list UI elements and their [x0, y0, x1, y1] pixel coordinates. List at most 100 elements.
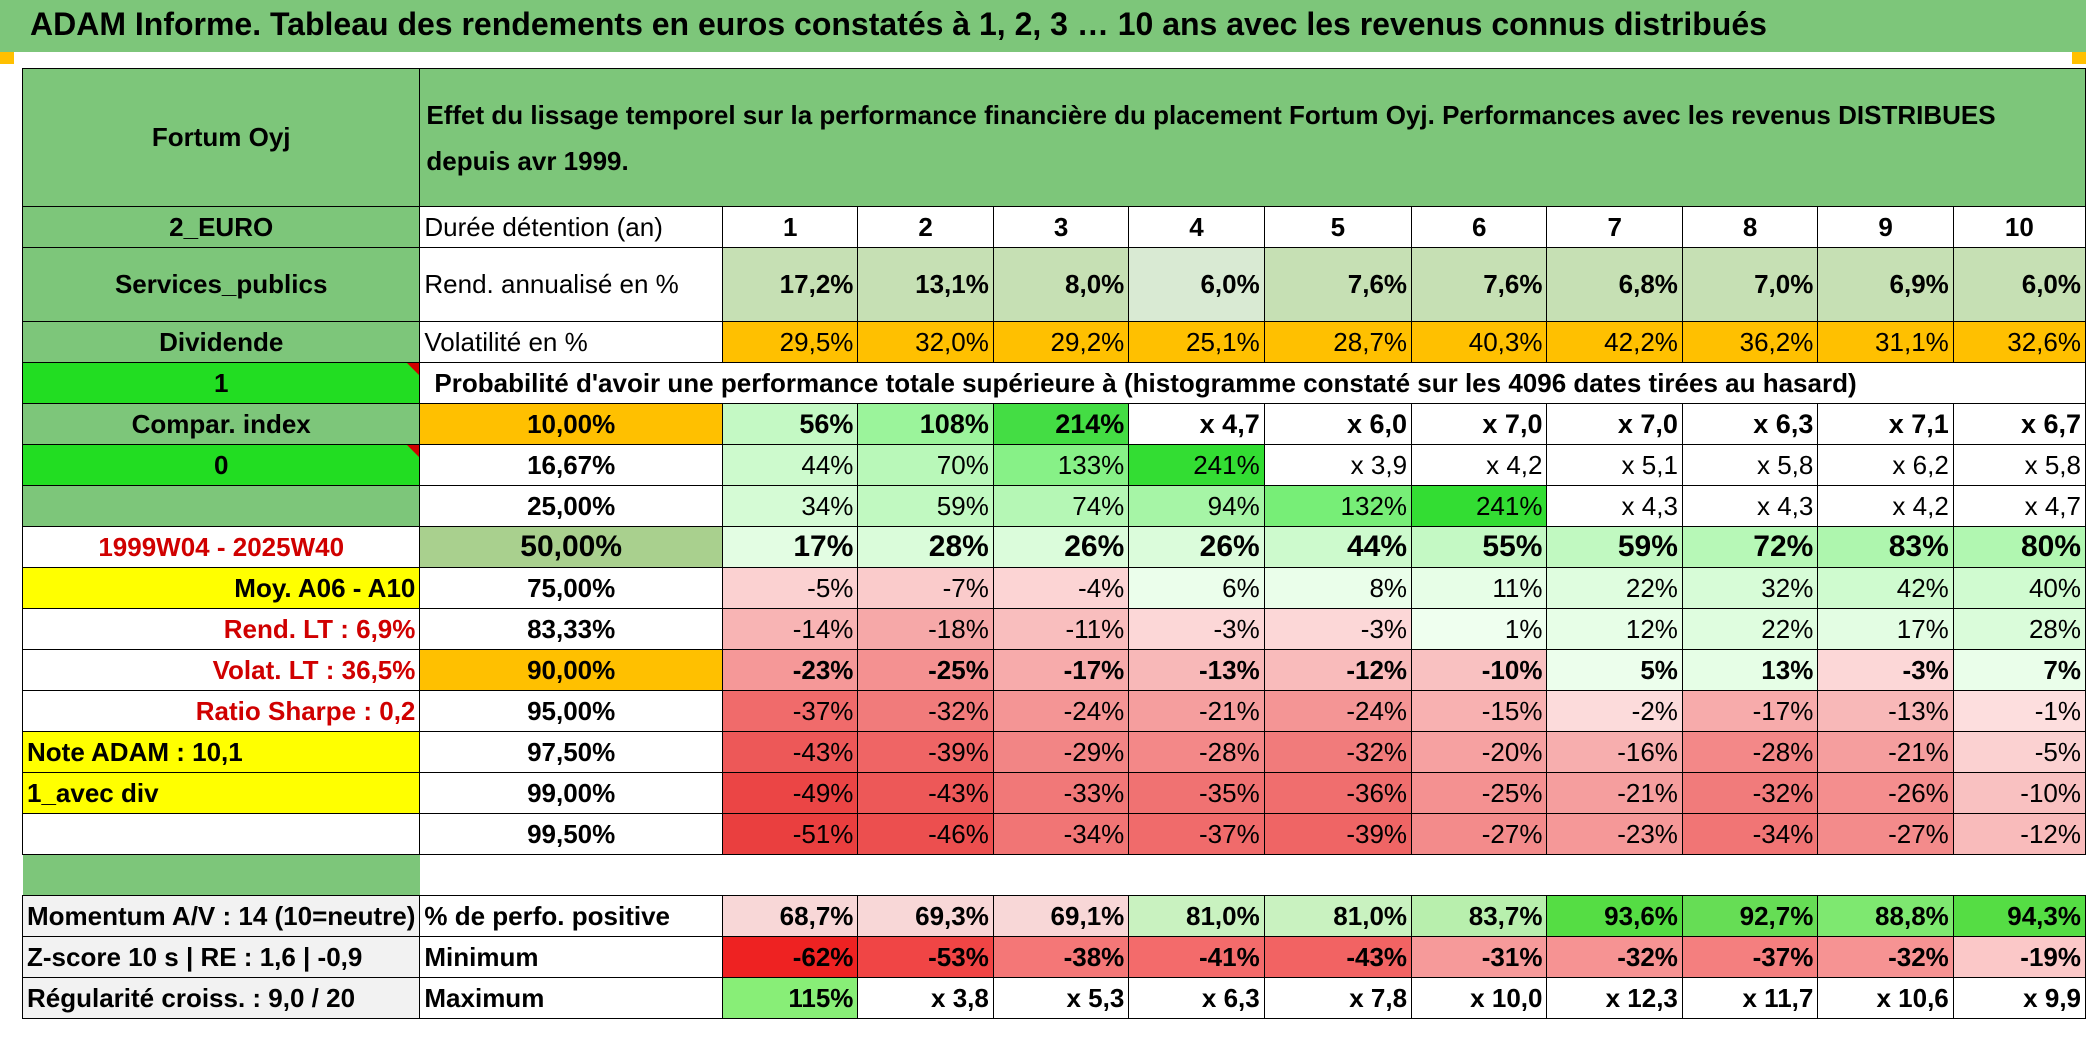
percentile-row: Rend. LT : 6,9% 83,33% -14% -18% -11% -3% -3% 1…: [21, 608, 2086, 650]
vol-value: 32,6%: [1952, 321, 2086, 363]
percentile-value: x 3,9: [1263, 444, 1413, 486]
percentile-value: -35%: [1128, 772, 1265, 814]
percentile-value: -5%: [721, 567, 859, 609]
percentile-value: -13%: [1817, 690, 1954, 732]
stat-value: x 10,6: [1817, 977, 1954, 1019]
vol-value: 29,5%: [721, 321, 859, 363]
percentile-value: 59%: [1546, 526, 1683, 568]
percentile-value: 83%: [1817, 526, 1954, 568]
percentile-value: -32%: [857, 690, 994, 732]
stat-value: -31%: [1411, 936, 1548, 978]
percentile-value: -17%: [1681, 690, 1819, 732]
percentile-value: -21%: [1817, 731, 1954, 773]
percentile-value: -4%: [992, 567, 1130, 609]
percentile-value: 108%: [857, 403, 994, 445]
percentile-value: -29%: [992, 731, 1130, 773]
stat-value: x 12,3: [1546, 977, 1683, 1019]
percentile-value: -43%: [857, 772, 994, 814]
flag0-value: 0: [213, 449, 229, 480]
vol-value: 42,2%: [1546, 321, 1683, 363]
percentile-value: 22%: [1546, 567, 1683, 609]
percentile-value: 22%: [1681, 608, 1819, 650]
percentile-value: 6%: [1128, 567, 1265, 609]
percentile-value: -25%: [857, 649, 994, 691]
percentile-value: 11%: [1411, 567, 1548, 609]
year-header: 8: [1681, 206, 1819, 248]
vol-value: 32,0%: [857, 321, 994, 363]
percentile-label: 99,50%: [419, 813, 723, 855]
percentile-value: 74%: [992, 485, 1130, 527]
percentile-row: 99,50% -51% -46% -34% -37% -39% -27% -23% -34% -2…: [21, 813, 2086, 855]
percentile-row: Note ADAM : 10,1 97,50% -43% -39% -29% -28% -3…: [21, 731, 2086, 773]
percentile-row: 1_avec div 99,00% -49% -43% -33% -35% -36% -25%…: [21, 772, 2086, 814]
moy-label: Moy. A06 - A10: [21, 567, 421, 609]
vol-value: 40,3%: [1411, 321, 1548, 363]
percentile-value: 34%: [721, 485, 859, 527]
performance-table: Fortum Oyj Effet du lissage temporel sur…: [21, 68, 2086, 1019]
vol-row: Dividende Volatilité en % 29,5% 32,0% 29,2…: [21, 321, 2086, 363]
year-header: 6: [1411, 206, 1548, 248]
stat-left-label: Régularité croiss. : 9,0 / 20: [21, 977, 421, 1019]
percentile-value: -18%: [857, 608, 994, 650]
holding-row: 2_EURO Durée détention (an) 1 2 3 4 5 6 …: [21, 206, 2086, 248]
fund-name: Fortum Oyj: [21, 68, 421, 207]
percentile-value: 44%: [721, 444, 859, 486]
vol-value: 28,7%: [1263, 321, 1413, 363]
percentile-value: -1%: [1952, 690, 2086, 732]
percentile-value: 94%: [1128, 485, 1265, 527]
stat-value: 81,0%: [1128, 895, 1265, 937]
percentile-value: x 6,3: [1681, 403, 1819, 445]
year-header: 1: [721, 206, 859, 248]
rend-value: 7,6%: [1263, 247, 1413, 322]
percentile-value: -24%: [992, 690, 1130, 732]
percentile-value: 28%: [1952, 608, 2086, 650]
flag1-value: 1: [213, 367, 229, 398]
percentile-value: -46%: [857, 813, 994, 855]
percentile-value: -15%: [1411, 690, 1548, 732]
percentile-value: 7%: [1952, 649, 2086, 691]
percentile-value: x 5,8: [1681, 444, 1819, 486]
corner-marker: [2072, 52, 2086, 64]
stat-value: -53%: [857, 936, 994, 978]
percentile-value: x 7,1: [1817, 403, 1954, 445]
percentile-value: x 6,2: [1817, 444, 1954, 486]
note-label: Note ADAM : 10,1: [21, 731, 421, 773]
percentile-value: x 4,7: [1128, 403, 1265, 445]
percentile-value: 44%: [1263, 526, 1413, 568]
avec-div-label: 1_avec div: [21, 772, 421, 814]
stat-value: 81,0%: [1263, 895, 1413, 937]
prob-title-row: 1 Probabilité d'avoir une performance to…: [21, 362, 2086, 404]
percentile-value: -21%: [1128, 690, 1265, 732]
flag0-cell: 0: [21, 444, 421, 486]
percentile-label: 97,50%: [419, 731, 723, 773]
corner-marker: [0, 52, 14, 64]
percentile-value: x 7,0: [1546, 403, 1683, 445]
percentile-row: 0 16,67% 44% 70% 133% 241% x 3,9 x 4,2 x 5,1 x 5,…: [21, 444, 2086, 486]
year-header: 2: [857, 206, 994, 248]
stat-label: % de perfo. positive: [419, 895, 723, 937]
compar-label: Compar. index: [21, 403, 421, 445]
percentile-label: 25,00%: [419, 485, 723, 527]
percentile-value: 1%: [1411, 608, 1548, 650]
percentile-value: 26%: [992, 526, 1130, 568]
percentile-value: -14%: [721, 608, 859, 650]
percentile-value: -37%: [1128, 813, 1265, 855]
stat-value: -32%: [1817, 936, 1954, 978]
percentile-value: 241%: [1128, 444, 1265, 486]
prob-title: Probabilité d'avoir une performance tota…: [419, 362, 1954, 404]
vol-value: 31,1%: [1817, 321, 1954, 363]
percentile-value: x 4,3: [1681, 485, 1819, 527]
volat-lt-label: Volat. LT : 36,5%: [21, 649, 421, 691]
spacer-row: [22, 854, 2086, 896]
percentile-value: -17%: [992, 649, 1130, 691]
year-header: 3: [992, 206, 1130, 248]
stat-label: Minimum: [419, 936, 723, 978]
stat-value: -37%: [1681, 936, 1819, 978]
percentile-value: -23%: [1546, 813, 1683, 855]
stat-row: Régularité croiss. : 9,0 / 20 Maximum 115%…: [21, 977, 2086, 1019]
percentile-value: -36%: [1263, 772, 1413, 814]
year-header: 5: [1263, 206, 1413, 248]
percentile-value: 17%: [721, 526, 859, 568]
stat-value: x 10,0: [1411, 977, 1548, 1019]
percentile-value: -37%: [721, 690, 859, 732]
